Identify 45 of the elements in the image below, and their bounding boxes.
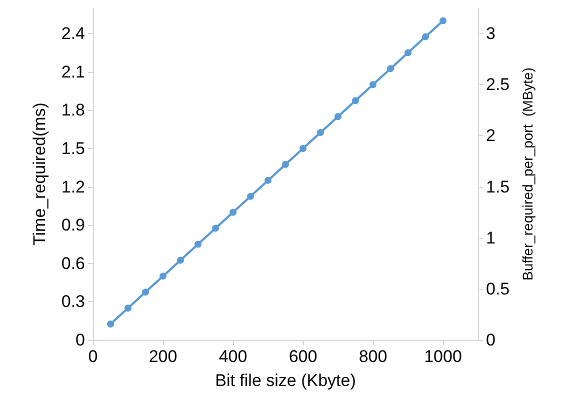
x-tick-label: 400 [218,347,248,366]
point [317,129,324,136]
y-tick-label: 1.8 [61,100,85,120]
x-axis-title: Bit file size (Kbyte) [215,371,356,390]
y2-tick-label: 1.5 [486,177,510,196]
point [177,256,184,264]
point [404,49,412,56]
y2-axis-title: Buffer_required_per_port (MByte) [520,68,536,280]
point [387,65,394,72]
point [230,208,236,216]
y2-tick-label: 1 [486,228,496,248]
point [160,272,166,280]
point [107,320,114,328]
x-tick-label: 600 [288,347,318,366]
x-tick-label: 800 [358,347,388,366]
point [422,33,429,40]
point [282,160,289,168]
y-tick-label: 2.4 [61,24,85,44]
y-tick-label: 1.5 [61,138,85,158]
x-tick-label: 0 [88,347,98,366]
point [440,17,446,24]
point [352,97,359,104]
y2-tick-label: 2.5 [486,75,510,94]
point [124,304,132,312]
point [300,144,306,152]
y2-tick-label: 2 [486,126,496,146]
y-tick-label: 0.6 [61,254,85,273]
y2-tick-label: 0 [486,330,496,350]
x-tick-label: 1000 [424,347,462,366]
y2-tick-label: 3 [486,24,496,44]
y-tick-label: 0.3 [61,292,85,312]
point [194,240,202,248]
point [370,81,376,88]
y2-tick-label: 0.5 [486,279,510,298]
point [142,288,149,296]
point [212,224,219,232]
y-axis-title: Time_required(ms) [30,102,49,246]
point [264,176,272,184]
y-tick-label: 1.2 [61,177,85,196]
point [247,192,254,200]
y-tick-label: 0 [76,330,85,350]
point [334,113,342,120]
y-tick-label: 0.9 [61,216,85,235]
x-tick-label: 200 [148,347,178,366]
y-tick-label: 2.1 [61,62,85,82]
